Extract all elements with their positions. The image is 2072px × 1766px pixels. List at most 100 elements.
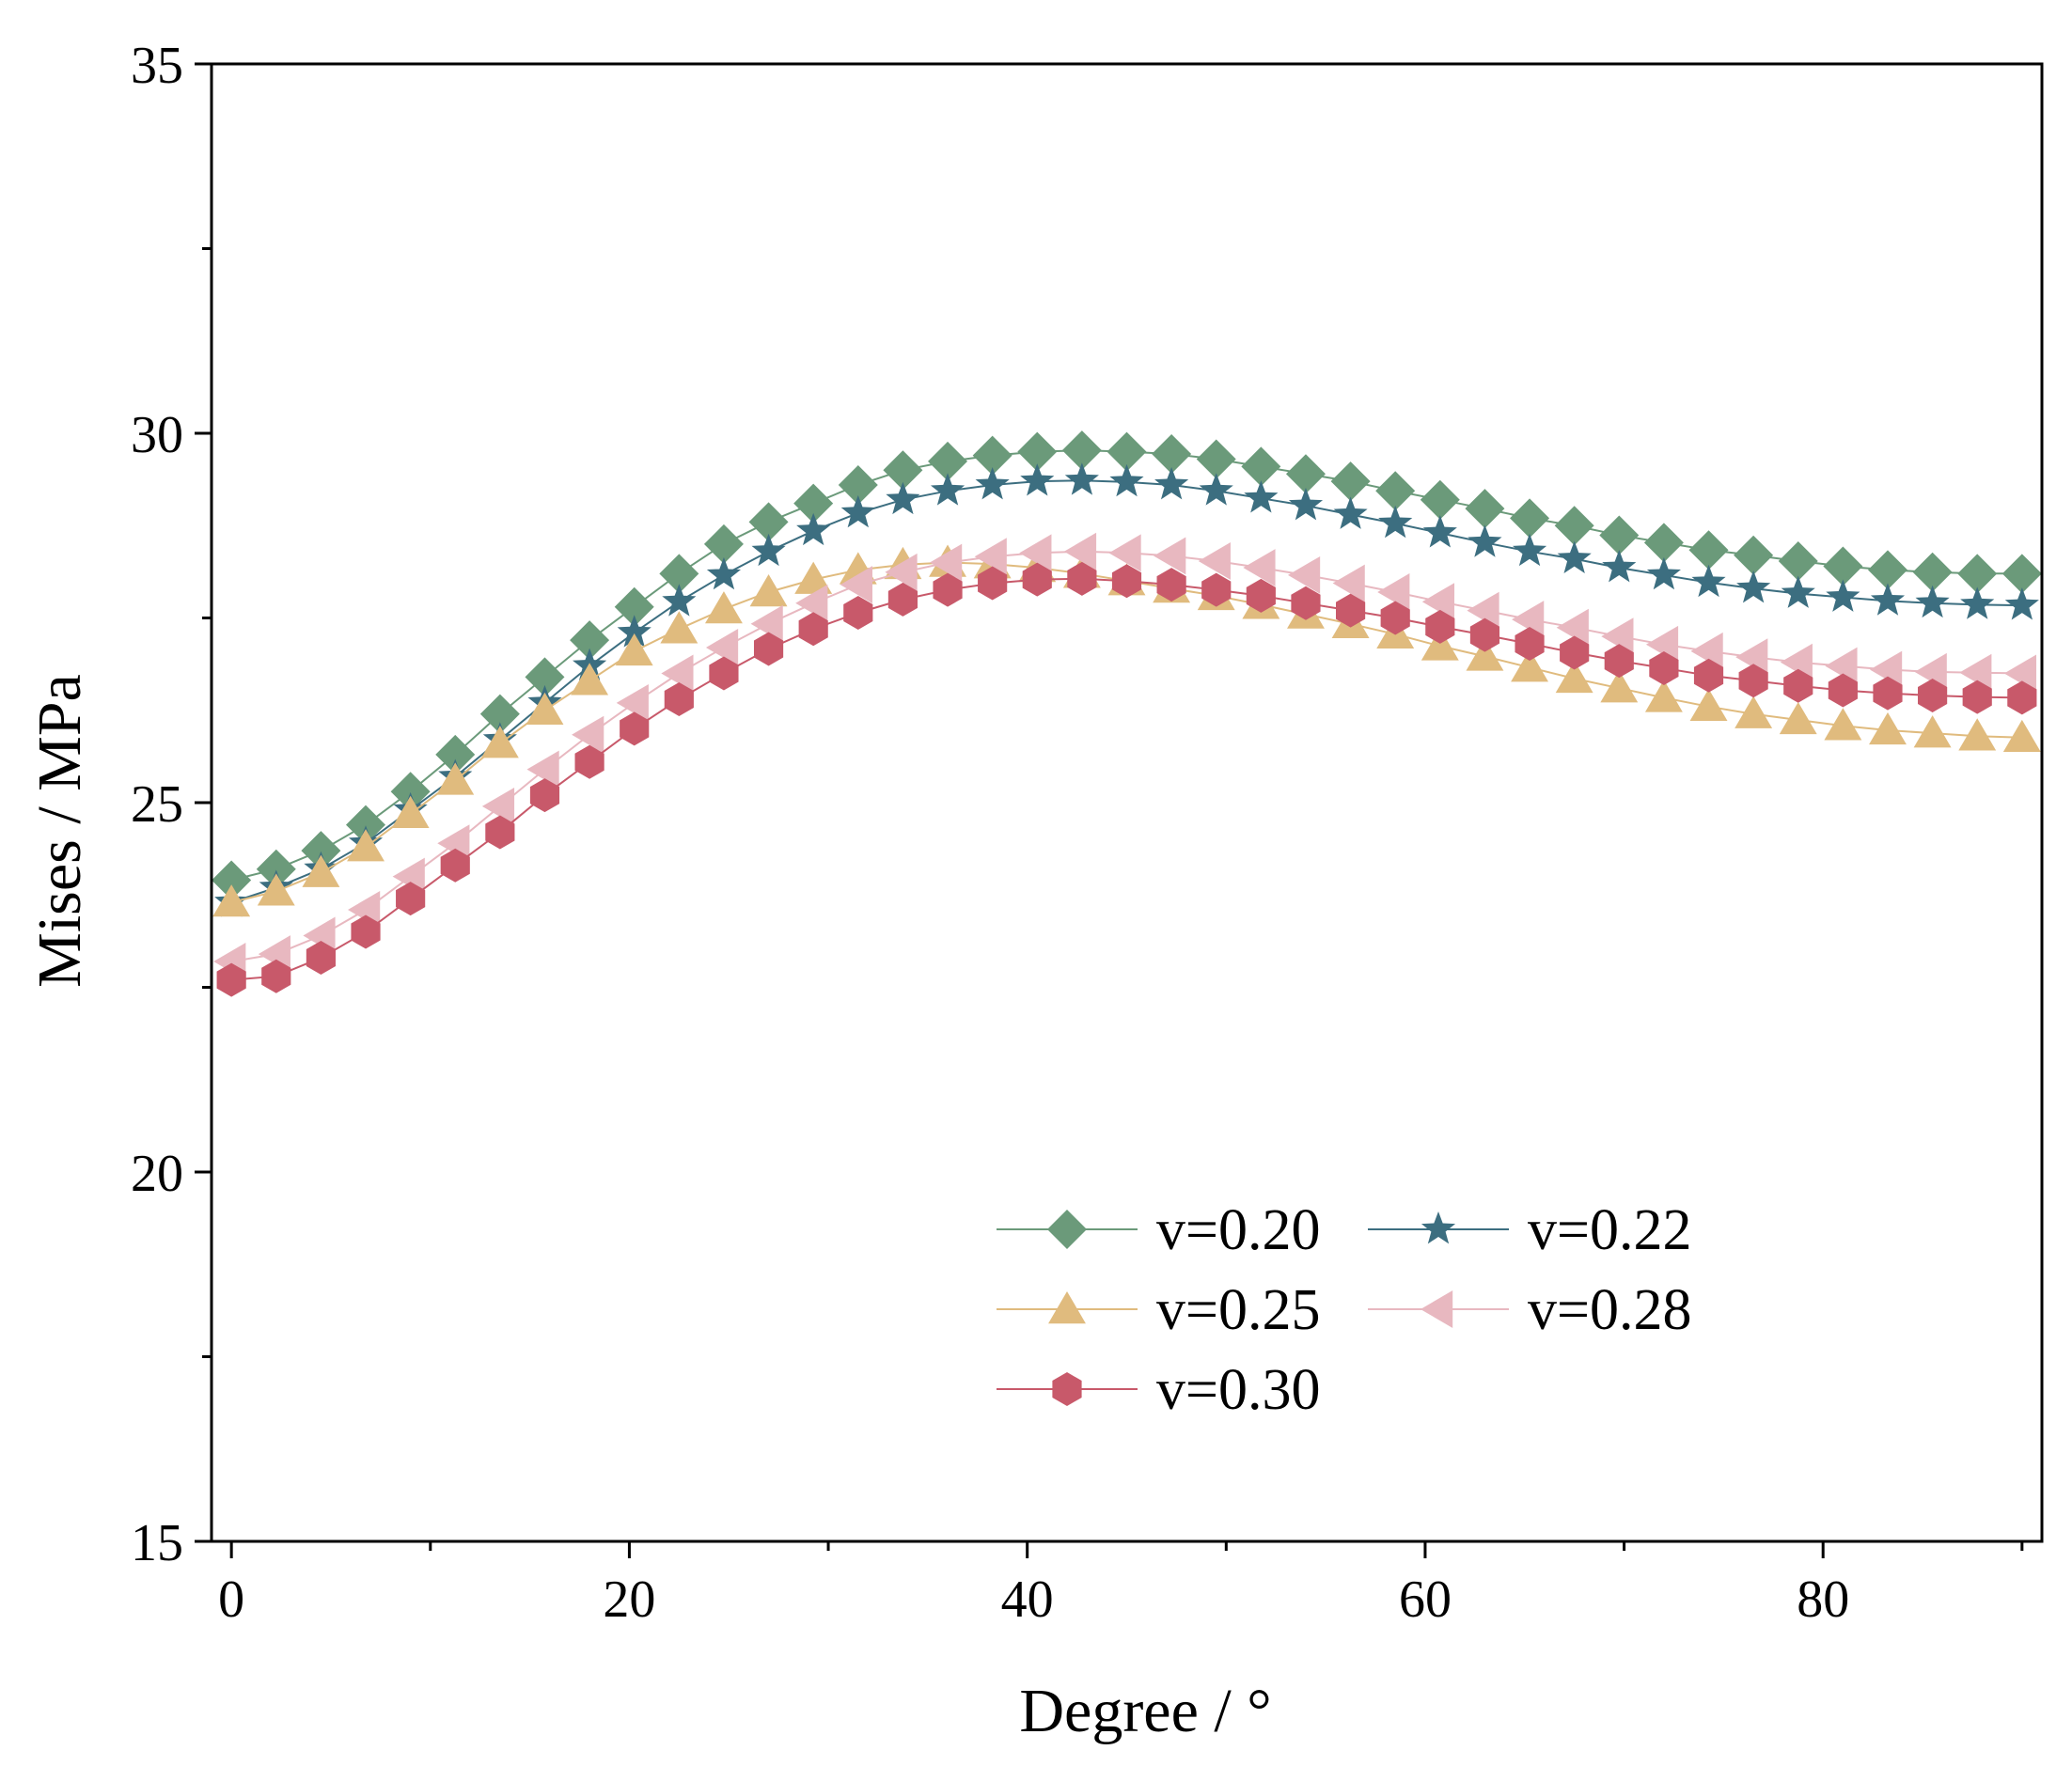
data-point (795, 584, 828, 622)
legend-marker (1421, 1211, 1456, 1244)
data-point (1330, 461, 1371, 502)
data-point (212, 884, 251, 917)
data-point (1555, 660, 1593, 694)
data-point (1108, 534, 1141, 572)
legend: v=0.20 v=0.22 v=0.25 v=0.28 v=0.30 (997, 1198, 1691, 1422)
data-point (620, 711, 650, 746)
data-point (1017, 431, 1058, 472)
data-point (1421, 583, 1455, 621)
data-point (1511, 649, 1549, 682)
series-line (231, 577, 2022, 981)
data-point (1913, 715, 1952, 748)
data-point (1067, 561, 1097, 596)
data-point (1688, 530, 1729, 570)
data-point (1154, 467, 1189, 500)
series-v=0.25 (212, 544, 2041, 917)
legend-entry: v=0.22 (1368, 1198, 1691, 1262)
data-point (1107, 431, 1147, 472)
data-point (1469, 617, 1500, 652)
data-point (840, 566, 872, 604)
data-point (570, 620, 610, 661)
x-axis-title: Degree / ° (1019, 1677, 1271, 1745)
data-point (256, 849, 296, 889)
data-point (660, 611, 699, 644)
data-point (1425, 609, 1455, 644)
data-point (2004, 587, 2039, 620)
data-point (750, 604, 783, 643)
y-tick-label: 15 (131, 1514, 183, 1572)
data-point (1466, 638, 1504, 671)
data-point (796, 512, 831, 546)
data-point (709, 656, 739, 691)
data-point (1738, 664, 1768, 698)
data-point (1915, 585, 1950, 618)
x-tick-label: 20 (603, 1571, 655, 1629)
data-point (928, 441, 968, 481)
data-point (1869, 650, 1903, 689)
legend-label: v=0.28 (1528, 1278, 1691, 1342)
data-point (1601, 617, 1634, 656)
data-point (435, 734, 476, 774)
data-point (661, 654, 694, 693)
data-point (1604, 644, 1634, 679)
data-point (705, 628, 739, 666)
data-point (396, 882, 426, 916)
y-tick-label: 30 (131, 406, 183, 464)
data-point (1467, 591, 1499, 630)
x-tick-label: 60 (1399, 1571, 1452, 1629)
data-point (1828, 673, 1858, 708)
data-point (753, 632, 784, 666)
data-point (933, 572, 963, 607)
data-point (930, 473, 965, 506)
data-point (703, 524, 744, 564)
data-point (485, 815, 515, 850)
data-point (617, 615, 651, 648)
data-point (481, 787, 515, 825)
data-point (212, 860, 252, 900)
data-point (1554, 506, 1594, 546)
data-point (1783, 668, 1813, 703)
data-point (1918, 679, 1948, 713)
data-point (1378, 505, 1413, 539)
data-point (615, 633, 653, 666)
data-point (1422, 515, 1457, 548)
data-point (526, 692, 564, 725)
data-point (1912, 552, 1953, 592)
data-point (1870, 583, 1906, 616)
data-point (1420, 479, 1460, 520)
data-point (1063, 532, 1097, 570)
data-point (1779, 701, 1817, 735)
legend-marker (1048, 1291, 1086, 1324)
data-point (1156, 568, 1186, 602)
data-point (1375, 471, 1416, 511)
data-point (1244, 480, 1279, 513)
data-point (2001, 554, 2042, 594)
data-point (1826, 579, 1860, 612)
data-point (1111, 564, 1142, 599)
data-point (1643, 523, 1684, 563)
legend-entry: v=0.28 (1368, 1278, 1691, 1342)
data-point (1246, 578, 1276, 613)
data-point (1556, 608, 1589, 647)
data-point (1914, 652, 1947, 691)
data-point (1196, 439, 1236, 479)
legend-marker (1047, 1210, 1087, 1249)
data-point (1421, 628, 1459, 661)
data-point (974, 538, 1007, 576)
data-point (571, 663, 609, 695)
data-point (1241, 446, 1281, 487)
data-point (1064, 462, 1099, 495)
data-point (1465, 489, 1505, 529)
data-point (1599, 515, 1640, 555)
data-point (1380, 601, 1410, 635)
data-point (1958, 718, 1997, 751)
y-tick-label: 35 (131, 37, 183, 95)
data-point (975, 467, 1010, 500)
data-point (704, 591, 743, 624)
data-point (886, 481, 920, 515)
data-point (261, 959, 291, 993)
data-point (1287, 555, 1321, 594)
data-point (1644, 680, 1683, 712)
data-point (1510, 498, 1550, 539)
